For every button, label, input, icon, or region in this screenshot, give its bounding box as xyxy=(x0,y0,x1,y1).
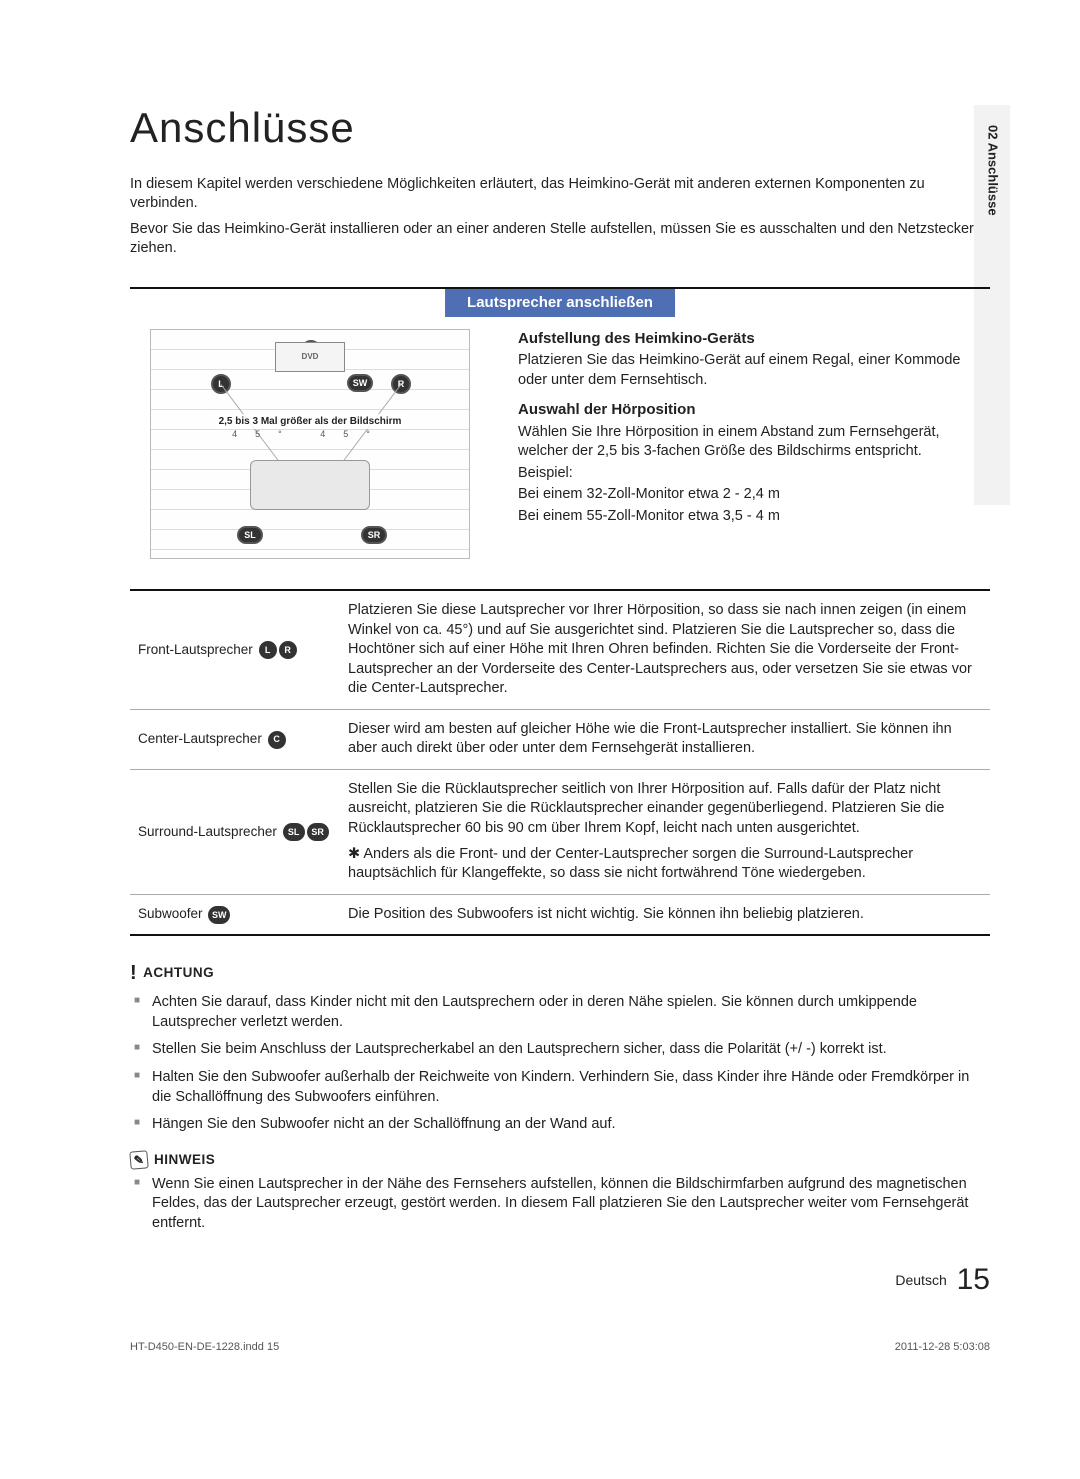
side-tab-label: 02 Anschlüsse xyxy=(974,105,1012,236)
print-footer-left: HT-D450-EN-DE-1228.indd 15 xyxy=(130,1340,279,1355)
sofa-icon xyxy=(250,460,370,510)
print-footer: HT-D450-EN-DE-1228.indd 15 2011-12-28 5:… xyxy=(130,1340,990,1355)
right-column: Aufstellung des Heimkino-Geräts Platzier… xyxy=(518,329,990,528)
page-footer: Deutsch 15 xyxy=(130,1260,990,1301)
speaker-layout-diagram: C DVD L SW R 2,5 bis 3 Mal größer als de… xyxy=(130,329,490,559)
hinweis-list: Wenn Sie einen Lautsprecher in der Nähe … xyxy=(130,1175,990,1234)
caution-list: Achten Sie darauf, dass Kinder nicht mit… xyxy=(130,993,990,1134)
side-tab: 02 Anschlüsse xyxy=(974,105,1010,505)
list-item: Hängen Sie den Subwoofer nicht an der Sc… xyxy=(130,1115,990,1135)
speaker-badge-icon: SR xyxy=(307,823,329,841)
section-heading-label: Lautsprecher anschließen xyxy=(445,289,675,317)
speaker-name-cell: Center-Lautsprecher C xyxy=(130,709,340,769)
diagram-angles: 45° 45° xyxy=(232,428,388,440)
speaker-sr-icon: SR xyxy=(361,526,387,544)
placement-text: Platzieren Sie das Heimkino-Gerät auf ei… xyxy=(518,351,990,390)
listening-text-3: Bei einem 32-Zoll-Monitor etwa 2 - 2,4 m xyxy=(518,485,990,505)
speaker-desc-cell: Dieser wird am besten auf gleicher Höhe … xyxy=(340,709,990,769)
speaker-badge-icon: SW xyxy=(208,906,230,924)
speaker-badge-icon: C xyxy=(268,731,286,749)
note-icon: ✎ xyxy=(129,1150,149,1170)
section-heading-bar: Lautsprecher anschließen xyxy=(130,287,990,289)
subheading-placement: Aufstellung des Heimkino-Geräts xyxy=(518,329,990,349)
tv-icon: DVD xyxy=(275,342,345,372)
listening-text-2: Beispiel: xyxy=(518,464,990,484)
speaker-badge-icon: L xyxy=(259,641,277,659)
speaker-badge-icon: R xyxy=(279,641,297,659)
speaker-badge-icon: SL xyxy=(283,823,305,841)
list-item: Achten Sie darauf, dass Kinder nicht mit… xyxy=(130,993,990,1032)
top-block: C DVD L SW R 2,5 bis 3 Mal größer als de… xyxy=(130,329,990,559)
speaker-name-cell: Subwoofer SW xyxy=(130,894,340,935)
speaker-desc-cell: Stellen Sie die Rücklautsprecher seitlic… xyxy=(340,769,990,894)
exclaim-icon: ! xyxy=(130,962,137,984)
speaker-desc-cell: Die Position des Subwoofers ist nicht wi… xyxy=(340,894,990,935)
speaker-name-cell: Front-Lautsprecher LR xyxy=(130,590,340,709)
table-row: Subwoofer SWDie Position des Subwoofers … xyxy=(130,894,990,935)
listening-text-4: Bei einem 55-Zoll-Monitor etwa 3,5 - 4 m xyxy=(518,507,990,527)
hinweis-title: ✎HINWEIS xyxy=(130,1151,990,1169)
footer-page-number: 15 xyxy=(957,1263,990,1296)
page-title: Anschlüsse xyxy=(130,100,990,157)
speaker-desc-cell: Platzieren Sie diese Lautsprecher vor Ih… xyxy=(340,590,990,709)
subheading-listening: Auswahl der Hörposition xyxy=(518,400,990,420)
list-item: Halten Sie den Subwoofer außerhalb der R… xyxy=(130,1068,990,1107)
speaker-sw-icon: SW xyxy=(347,374,373,392)
room-diagram: C DVD L SW R 2,5 bis 3 Mal größer als de… xyxy=(150,329,470,559)
list-item: Wenn Sie einen Lautsprecher in der Nähe … xyxy=(130,1175,990,1234)
table-row: Surround-Lautsprecher SLSRStellen Sie di… xyxy=(130,769,990,894)
table-row: Center-Lautsprecher CDieser wird am best… xyxy=(130,709,990,769)
footer-lang: Deutsch xyxy=(895,1272,946,1288)
caution-title: !ACHTUNG xyxy=(130,960,990,987)
speaker-table: Front-Lautsprecher LRPlatzieren Sie dies… xyxy=(130,589,990,936)
caution-block: !ACHTUNG Achten Sie darauf, dass Kinder … xyxy=(130,960,990,1134)
intro-block: In diesem Kapitel werden verschiedene Mö… xyxy=(130,175,990,259)
print-footer-right: 2011-12-28 5:03:08 xyxy=(895,1340,990,1355)
speaker-star-note: ✱ Anders als die Front- und der Center-L… xyxy=(348,845,982,884)
table-row: Front-Lautsprecher LRPlatzieren Sie dies… xyxy=(130,590,990,709)
hinweis-block: ✎HINWEIS Wenn Sie einen Lautsprecher in … xyxy=(130,1151,990,1234)
speaker-sl-icon: SL xyxy=(237,526,263,544)
intro-paragraph-2: Bevor Sie das Heimkino-Gerät installiere… xyxy=(130,220,990,259)
speaker-name-cell: Surround-Lautsprecher SLSR xyxy=(130,769,340,894)
intro-paragraph-1: In diesem Kapitel werden verschiedene Mö… xyxy=(130,175,990,214)
listening-text-1: Wählen Sie Ihre Hörposition in einem Abs… xyxy=(518,423,990,462)
list-item: Stellen Sie beim Anschluss der Lautsprec… xyxy=(130,1040,990,1060)
